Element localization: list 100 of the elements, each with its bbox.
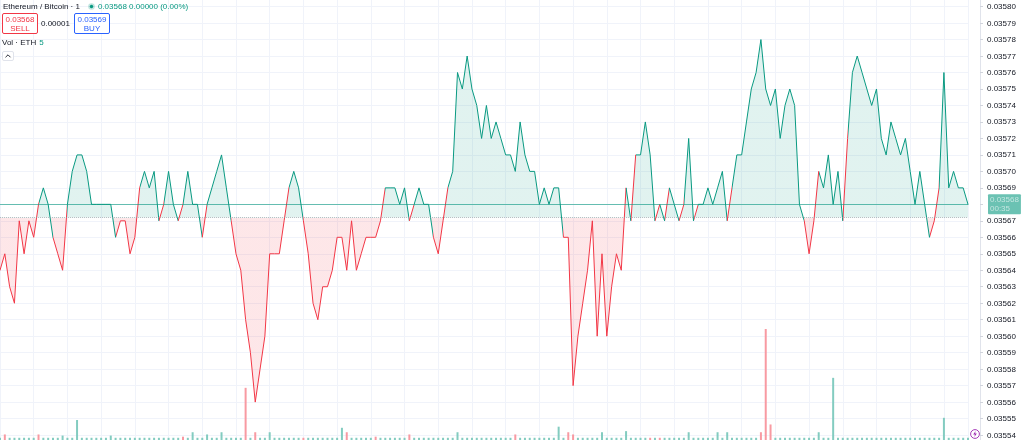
bar [817,432,820,440]
y-tick-label: 0.03565 [987,249,1017,259]
bar [957,437,960,440]
y-tick-label: 0.03576 [987,68,1017,78]
y-tick-label: 0.03567 [987,216,1017,226]
bar [297,437,300,440]
y-tick-label: 0.03555 [987,414,1017,424]
bar [470,437,473,440]
bar [822,437,825,440]
bar [880,437,883,440]
annotation: 0.03568 [5,14,35,24]
annotation: 5 [39,37,44,48]
bar [567,432,570,440]
bar [413,437,416,440]
bar [186,437,189,440]
bar [548,437,551,440]
chart-title: Ethereum / Bitcoin · 1 [3,1,80,12]
bar [764,329,767,440]
bar [408,434,411,440]
annotation: 0.03568 0.00000 (0.00%) [97,1,189,12]
bar [649,437,652,440]
bar [124,437,127,440]
bar [620,437,623,440]
bar [138,437,141,440]
bar [148,437,151,440]
y-tick-label: 0.03557 [987,381,1017,391]
bar [731,437,734,440]
bar [586,437,589,440]
bar [668,437,671,440]
bar [302,437,305,440]
ref-line-label: 0.03568 00:35 [990,195,1020,214]
bar [938,437,941,440]
bar [798,437,801,440]
bar [538,437,541,440]
bar [658,437,661,440]
bar [755,437,758,440]
bar [143,437,146,440]
y-tick-label: 0.03579 [987,18,1017,28]
bar [312,437,315,440]
bar [422,437,425,440]
bar [393,437,396,440]
bar [292,437,295,440]
y-tick-label: 0.03563 [987,282,1017,292]
bar [485,437,488,440]
bar [740,437,743,440]
bar [461,437,464,440]
y-tick-label: 0.03561 [987,315,1017,325]
bar [384,437,387,440]
bar [71,437,74,440]
bar [32,437,35,440]
bar [885,437,888,440]
bar [331,437,334,440]
y-tick-label: 0.03558 [987,364,1017,374]
bar [803,437,806,440]
bar [779,437,782,440]
bar [952,437,955,440]
bar [499,437,502,440]
bar [466,437,469,440]
y-tick-label: 0.03574 [987,100,1017,110]
bar [687,432,690,440]
y-tick-label: 0.03570 [987,166,1017,176]
bar [793,437,796,440]
y-tick-label: 0.03556 [987,397,1017,407]
bar [721,437,724,440]
bar [519,437,522,440]
y-tick-label: 0.03560 [987,331,1017,341]
bar [90,437,93,440]
bar [861,437,864,440]
bar [933,437,936,440]
bar [552,437,555,440]
y-tick-label: 0.03562 [987,298,1017,308]
bar [220,432,223,440]
bar [100,437,103,440]
bar [210,437,213,440]
bar [153,437,156,440]
bar [774,437,777,440]
y-tick-label: 0.03573 [987,117,1017,127]
bar [678,437,681,440]
bar [899,437,902,440]
bar [653,437,656,440]
bar [206,434,209,440]
bar [23,437,26,440]
bar [572,434,575,440]
bar [268,432,271,440]
bar [851,437,854,440]
bar [47,437,50,440]
bar [914,437,917,440]
bar [706,437,709,440]
bar [726,432,729,440]
bar [355,437,358,440]
y-tick-label: 0.03554 [987,430,1017,440]
bar [42,437,45,440]
bar [904,437,907,440]
y-tick-label: 0.03577 [987,51,1017,61]
bar [682,437,685,440]
bar [509,437,512,440]
bar [27,437,30,440]
bar [350,437,353,440]
bar [673,437,676,440]
bar [523,437,526,440]
